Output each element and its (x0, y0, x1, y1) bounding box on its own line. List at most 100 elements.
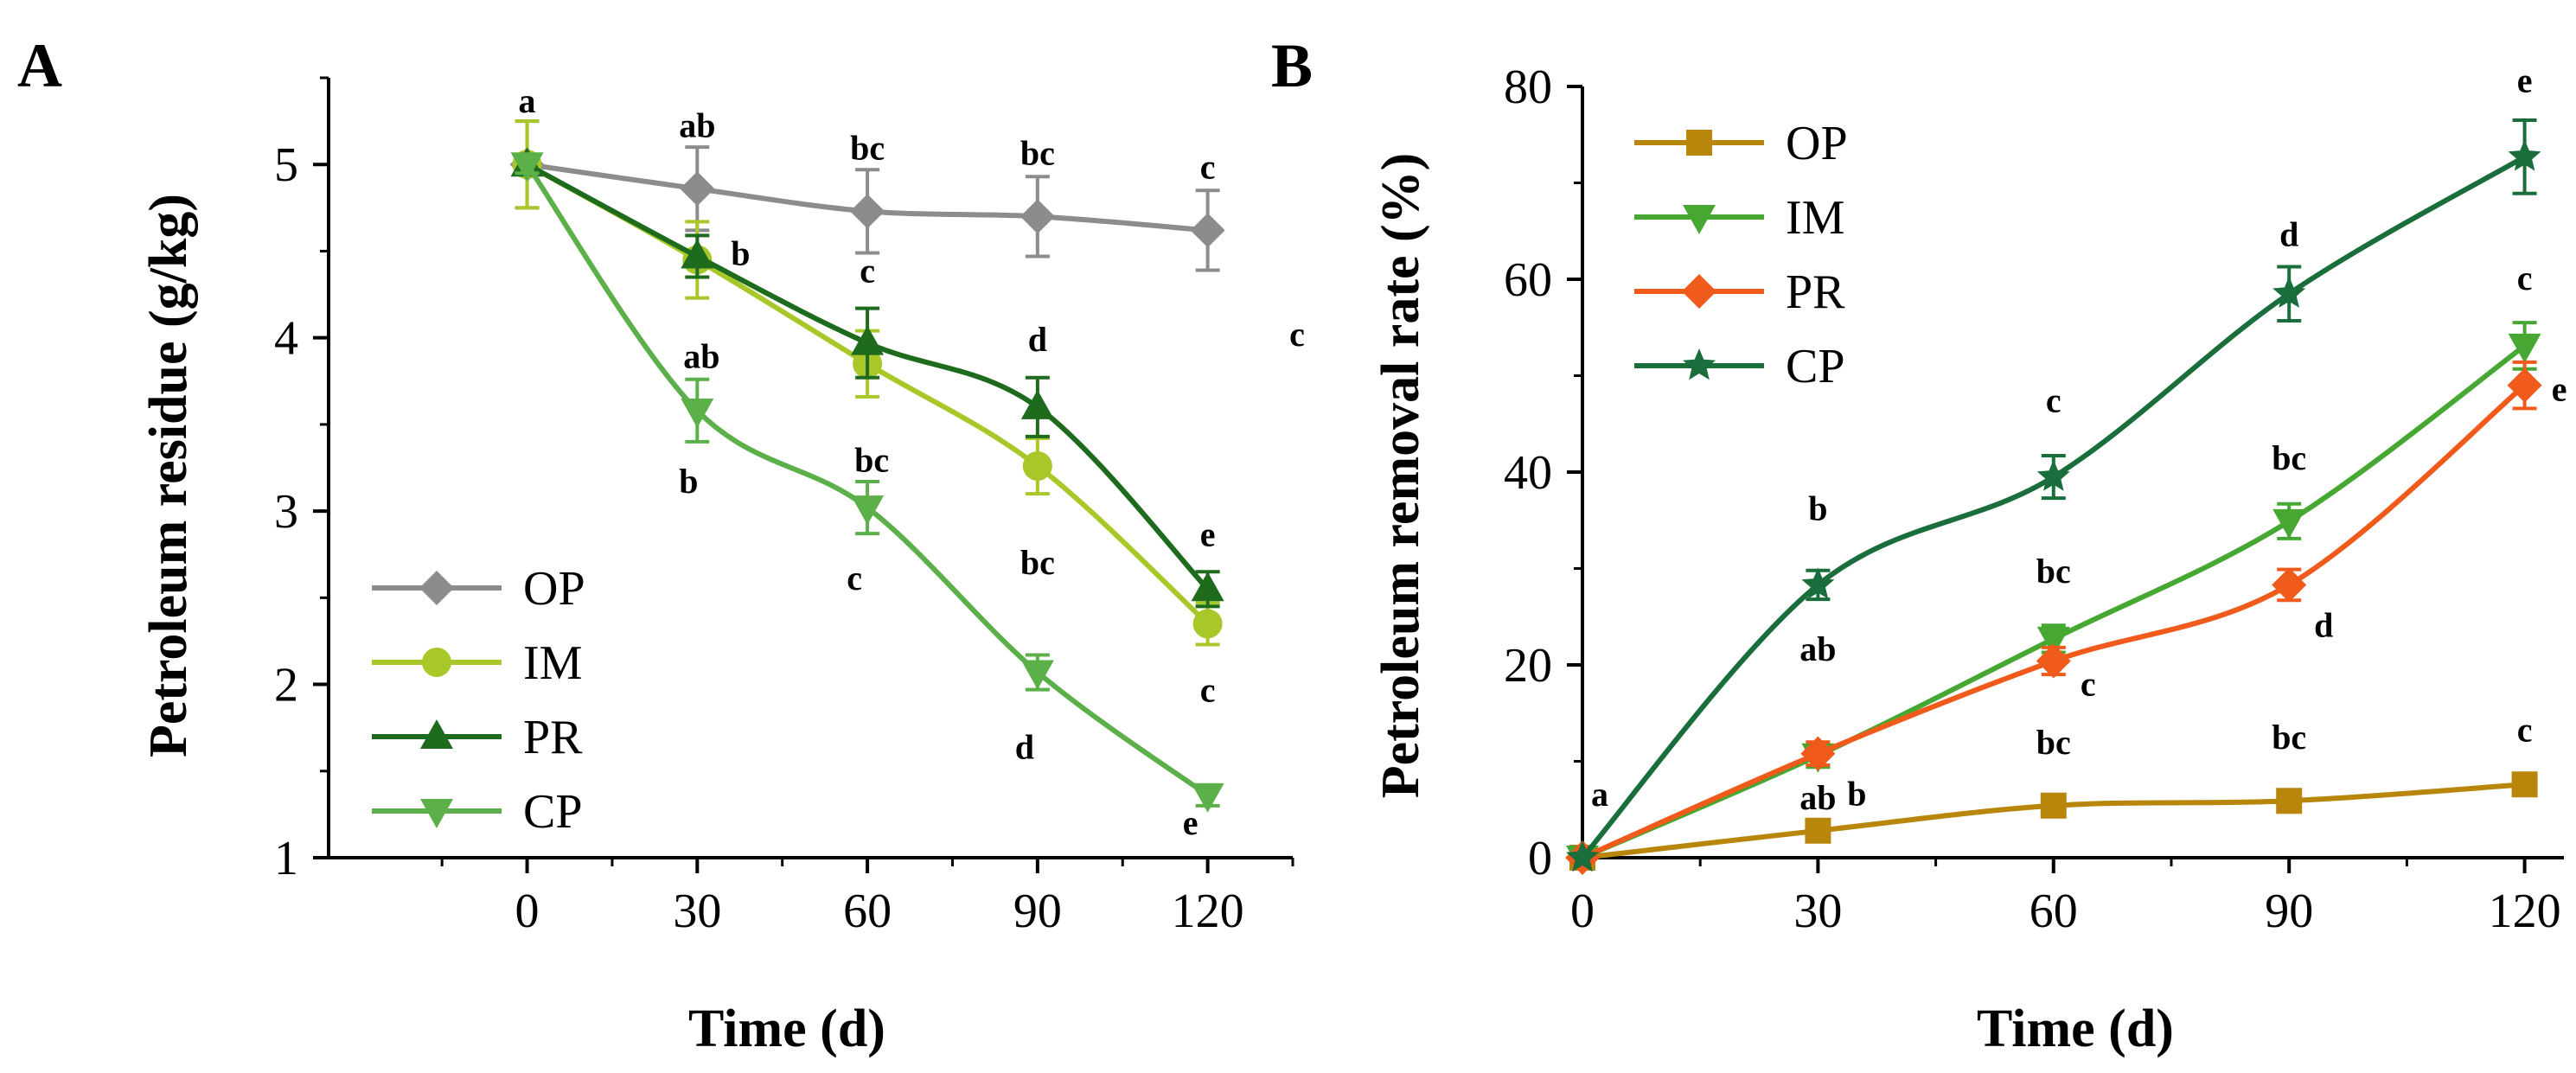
panel-a-series-pr: b c d e (510, 147, 1224, 609)
panel-a-series-cp-point (1191, 782, 1224, 813)
panel-a-series-cp-significance-label: d (1015, 728, 1034, 767)
panel-a-series-pr-significance-label: b (731, 233, 750, 272)
panel-a-series-cp-significance-label: b (679, 462, 698, 501)
panel-b-series-pr-point (2036, 643, 2071, 679)
panel-a-series-im-point (1022, 450, 1052, 481)
panel-a-series-op-significance-label: bc (1020, 133, 1055, 172)
panel-a-x-axis-title: Time (d) (688, 1000, 885, 1058)
panel-a-series-cp-point (510, 152, 544, 182)
panel-b-x-tick-label: 90 (2265, 885, 2313, 938)
panel-b-series-cp-significance-label: e (2517, 61, 2533, 99)
panel-a-x-tick-label: 90 (1013, 885, 1062, 938)
panel-b-y-tick-label: 60 (1504, 253, 1552, 307)
panel-a-series-op-point (1190, 213, 1225, 248)
panel-a-series-im-point (1192, 609, 1223, 639)
panel-a-y-tick-label: 3 (274, 485, 298, 539)
panel-b-series-im-significance-label: bc (2272, 438, 2306, 477)
panel-a-series-pr-point (851, 325, 885, 355)
panel-a-series-cp-point (681, 398, 714, 428)
panel-a-y-tick-label: 2 (274, 659, 298, 712)
panel-b-series-op-significance-label: ab (1799, 778, 1836, 817)
panel-a-series-cp-point (1020, 660, 1054, 690)
panel-b-x-tick-label: 60 (2029, 885, 2078, 938)
panel-b-series-op-significance-label: bc (2272, 718, 2306, 757)
panel-a-y-tick-label: 4 (274, 312, 298, 366)
panel-b-x-tick-label: 120 (2489, 885, 2561, 938)
panel-a-legend-label: OP (523, 562, 585, 616)
panel-b-series-cp-point (1566, 840, 1599, 872)
panel-b-series-im-point (2272, 508, 2306, 539)
panel-a-legend-label: CP (523, 785, 583, 839)
panel-b-series-pr-significance-label: b (1847, 775, 1866, 814)
panel-a-legend-item-pr: PR (372, 711, 583, 764)
panel-a-label: A (17, 31, 62, 100)
panel-b-legend: OP IM PR CP (1634, 117, 1848, 393)
panel-b-legend-item-cp: CP (1634, 340, 1845, 393)
panel-a-legend-marker (420, 799, 453, 828)
panel-a-series-pr-point (1191, 572, 1224, 602)
panel-b-series-op-point (1805, 817, 1831, 844)
panel-a-series-cp-significance-label: e (1183, 803, 1199, 842)
panel-b-series-pr-significance-label: d (2314, 605, 2333, 644)
panel-b-label: B (1271, 31, 1313, 100)
panel-b-series-im-point (2508, 333, 2541, 363)
panel-b-y-axis-title: Petroleum removal rate (%) (1371, 153, 1430, 799)
panel-b-series-im-significance-label: c (2517, 259, 2533, 297)
panel-b-y-tick-label: 40 (1504, 446, 1552, 500)
panel-a-series-cp-significance-label: c (847, 559, 862, 597)
panel-b-legend-marker (1683, 205, 1716, 234)
panel-b-series-op: a ab bc bc c (1569, 710, 2538, 871)
panel-b-legend-item-op: OP (1634, 117, 1848, 170)
panel-b-series-pr-point (2272, 567, 2307, 603)
panel-b-series-cp-significance-label: d (2279, 215, 2298, 254)
panel-a-x-tick-label: 120 (1172, 885, 1244, 938)
panel-a-series-cp-point (851, 495, 885, 526)
panel-b-series-pr-significance-label: c (2081, 665, 2096, 704)
panel-b-x-axis-title: Time (d) (1977, 1000, 2174, 1058)
panel-a-axes: 0 30 60 90 120 1 2 3 4 5 (274, 76, 1294, 938)
panel-b-series-op-significance-label: c (2517, 710, 2533, 749)
panel-b-legend-label: CP (1786, 340, 1845, 393)
panel-a-series-pr-significance-label: d (1028, 320, 1047, 359)
panel-b-legend-label: IM (1786, 191, 1844, 245)
panel-b-series-im-significance-label: ab (1799, 629, 1836, 668)
panel-a-series-op-point (680, 171, 715, 207)
panel-a-legend-marker (422, 648, 451, 677)
panel-b-series-cp-point (2272, 276, 2306, 308)
panel-b-series-pr-point (2507, 367, 2542, 403)
panel-b-legend-item-pr: PR (1634, 265, 1845, 319)
panel-a-legend: OP IM PR CP (372, 562, 585, 839)
panel-b-series-op-significance-label: a (1591, 775, 1608, 814)
panel-a-annotation-c: c (1289, 315, 1305, 354)
panel-a-y-axis-title: Petroleum residue (g/kg) (139, 194, 198, 757)
panel-b-series-cp-point (1801, 567, 1835, 599)
panel-b-series-cp-significance-label: c (2046, 381, 2061, 420)
panel-a-series-im-significance-label: ab (683, 336, 719, 375)
panel-a-legend-item-op: OP (372, 562, 585, 616)
panel-a-legend-item-cp: CP (372, 785, 583, 839)
panel-b-x-tick-label: 0 (1570, 885, 1595, 938)
panel-a-series-op: a ab bc bc c (509, 81, 1225, 272)
panel-a-series-op-significance-label: a (519, 81, 536, 120)
panel-a-series-pr-point (1020, 389, 1054, 419)
panel-b-legend-marker (1683, 348, 1716, 380)
panel-a-legend-marker (419, 571, 454, 605)
panel-a-x-tick-label: 30 (673, 885, 721, 938)
panel-a-series-pr-significance-label: e (1200, 514, 1216, 553)
panel-a-legend-label: PR (523, 711, 583, 764)
panel-a-series-im-significance-label: c (1200, 670, 1216, 709)
panel-b-legend-marker (1686, 130, 1712, 156)
panel-b-y-tick-label: 0 (1528, 832, 1552, 885)
panel-a-legend-item-im: IM (372, 636, 582, 690)
panel-b-series-op-point (2511, 771, 2538, 798)
panel-b-series-cp-point (2036, 459, 2070, 491)
panel-b-legend-label: PR (1786, 265, 1845, 319)
panel-a-series-cp: b c d e (510, 152, 1224, 842)
panel-b-legend-label: OP (1786, 117, 1848, 170)
